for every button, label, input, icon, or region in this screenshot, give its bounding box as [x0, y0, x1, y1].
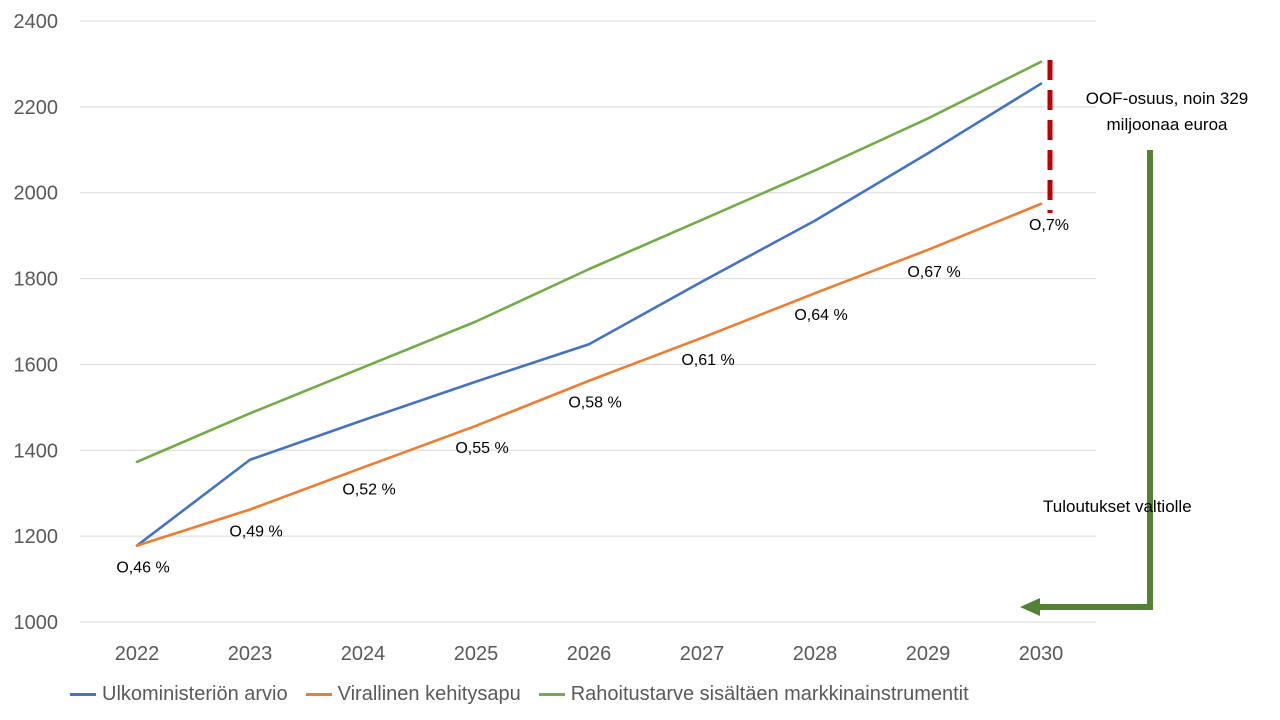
y-tick-label: 2400 — [14, 11, 59, 33]
data-label: O,49 % — [229, 524, 282, 541]
x-tick-label: 2022 — [115, 643, 160, 665]
x-tick-label: 2028 — [793, 643, 838, 665]
x-tick-label: 2023 — [228, 643, 273, 665]
grid-lines — [80, 20, 1096, 623]
oof-annotation-line2: miljoonaa euroa — [1107, 115, 1229, 134]
data-labels: O,46 % O,49 % O,52 % O,55 % O,58 % O,61 % O,64… — [116, 217, 1069, 577]
legend-label: Rahoitustarve sisältäen markkinainstrume… — [570, 682, 969, 705]
x-tick-label: 2029 — [906, 643, 951, 665]
series-line-1 — [135, 202, 1043, 547]
legend-label: Virallinen kehitysapu — [337, 682, 521, 705]
legend-item-0: Ulkoministeriön arvio — [70, 683, 288, 706]
series-line-2 — [135, 60, 1043, 464]
data-label: O,64 % — [794, 307, 847, 324]
y-tick-label: 2200 — [14, 97, 59, 119]
oof-annotation-line1: OOF-osuus, noin 329 — [1086, 89, 1249, 108]
x-axis-tick-labels: 2022 2023 2024 2025 2026 2027 2028 2029 2030 — [115, 643, 1064, 665]
y-tick-label: 1000 — [14, 612, 59, 634]
series-line-0 — [135, 82, 1043, 547]
chart-legend: Ulkoministeriön arvio Virallinen kehitysa… — [70, 680, 969, 708]
y-tick-label: 1200 — [14, 526, 59, 548]
data-label: O,55 % — [455, 440, 508, 457]
x-tick-label: 2026 — [567, 643, 612, 665]
y-axis-tick-labels: 1000 1200 1400 1600 1800 2000 2200 2400 — [14, 11, 59, 634]
x-tick-label: 2027 — [680, 643, 725, 665]
data-label: O,61 % — [681, 352, 734, 369]
legend-label: Ulkoministeriön arvio — [102, 682, 288, 705]
data-label: O,46 % — [116, 560, 169, 577]
data-label: O,58 % — [568, 395, 621, 412]
data-label: O,52 % — [342, 481, 395, 498]
revenue-annotation: Tuloutukset valtiolle — [1043, 497, 1192, 516]
revenue-arrowhead — [1020, 598, 1040, 616]
x-tick-label: 2024 — [341, 643, 386, 665]
legend-item-2: Rahoitustarve sisältäen markkinainstrume… — [538, 682, 969, 706]
annotations: OOF-osuus, noin 329 miljoonaa euroa Tulo… — [1020, 60, 1248, 616]
legend-swatch — [70, 692, 96, 696]
series-lines — [135, 60, 1043, 547]
legend-swatch — [538, 692, 565, 696]
data-label: O,7% — [1029, 217, 1069, 234]
y-tick-label: 2000 — [14, 183, 59, 205]
y-tick-label: 1800 — [14, 269, 59, 291]
legend-item-1: Virallinen kehitysapu — [305, 682, 521, 706]
x-tick-label: 2025 — [454, 643, 499, 665]
y-tick-label: 1600 — [14, 354, 59, 376]
y-tick-label: 1400 — [14, 440, 59, 462]
revenue-arrow — [1036, 150, 1153, 610]
legend-swatch — [305, 692, 332, 696]
data-label: O,67 % — [907, 264, 960, 281]
x-tick-label: 2030 — [1019, 643, 1064, 665]
